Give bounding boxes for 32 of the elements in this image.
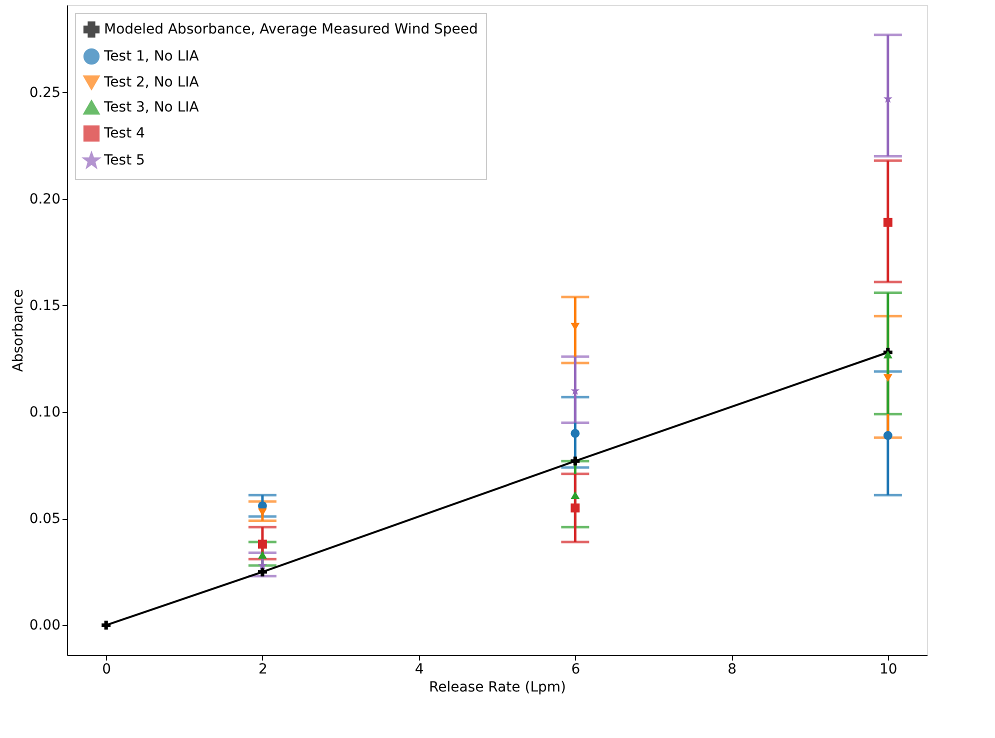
x-tick-label: 2: [258, 662, 268, 678]
point: [883, 218, 892, 227]
y-tick-label: 0.05: [29, 511, 60, 528]
point: [258, 550, 267, 559]
y-tick-label: 0.10: [29, 404, 60, 421]
legend-label: Test 4: [103, 126, 146, 142]
point: [883, 374, 892, 382]
point: [570, 428, 580, 438]
y-tick-label: 0.00: [29, 618, 60, 634]
y-axis-title: Absorbance: [10, 289, 26, 372]
point: [570, 503, 580, 512]
point: [570, 456, 580, 466]
point: [258, 540, 267, 549]
y-tick-label: 0.15: [29, 298, 60, 314]
point: [102, 620, 111, 630]
point: [570, 491, 580, 500]
legend-label: Test 2, No LIA: [103, 74, 200, 90]
point: [258, 567, 267, 576]
x-axis-title: Release Rate (Lpm): [429, 680, 566, 696]
point: [883, 350, 892, 358]
legend-label: Test 3, No LIA: [103, 100, 200, 116]
legend-label: Test 1, No LIA: [103, 48, 200, 64]
x-tick-label: 10: [879, 662, 898, 678]
x-tick-label: 0: [102, 662, 112, 678]
legend-label: Modeled Absorbance, Average Measured Wind Speed: [104, 22, 478, 38]
x-tick-label: 8: [728, 662, 737, 678]
y-tick-label: 0.20: [29, 191, 60, 208]
x-tick-label: 6: [571, 662, 580, 678]
x-tick-label: 4: [414, 662, 424, 678]
point: [883, 431, 892, 440]
legend-label: Test 5: [103, 152, 145, 168]
y-tick-label: 0.25: [29, 84, 60, 101]
